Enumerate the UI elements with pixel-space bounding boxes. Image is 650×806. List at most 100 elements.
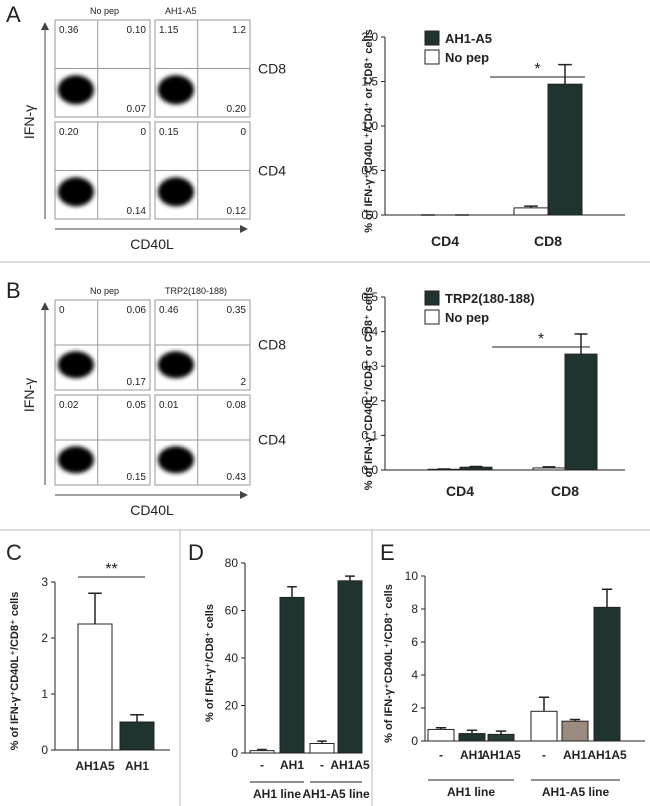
y-tick-label: 0.1 [361,428,378,442]
quadrant-value: 0 [140,127,146,138]
arrow-head [41,302,49,310]
quadrant-value: 1.15 [159,25,179,36]
x-tick-label: AH1A5 [481,748,521,762]
error-bar [130,713,144,722]
event-cloud [57,351,94,379]
event-cloud [157,177,194,207]
x-tick-label: - [542,748,546,762]
arrow-head [240,491,248,499]
panel-label: B [6,278,21,303]
event-cloud [157,351,194,379]
x-tick-label: AH1A5 [587,748,627,762]
error-bar [574,333,588,355]
error-bar [569,718,581,722]
y-tick-label: 80 [225,556,239,570]
y-tick-label: 0.3 [361,359,378,373]
group-label: AH1 line [447,785,495,799]
group-label: AH1-A5 line [302,787,370,801]
y-tick-label: 2.0 [361,30,378,44]
event-cloud [157,75,194,105]
y-axis-label: % of IFN-γ⁺/CD8⁺ cells [204,604,216,722]
error-bar [88,592,102,624]
y-tick-label: 20 [225,699,239,713]
y-tick-label: 1 [41,687,48,701]
y-tick-label: 3 [41,575,48,589]
quadrant-value: 0.02 [59,400,79,411]
y-tick-label: 2 [411,701,418,715]
quadrant-value: 0 [240,127,246,138]
y-tick-label: 0.0 [361,463,378,477]
quadrant-value: 0.20 [227,104,247,115]
error-bar [345,575,355,581]
bar [593,606,621,742]
y-tick-label: 40 [225,651,239,665]
legend-swatch [424,290,440,306]
quadrant-value: 0.36 [59,25,79,36]
y-tick-label: 0 [231,746,238,760]
y-axis-label: % of IFN-γ⁺CD40L⁺/CD8⁺ cells [383,584,395,743]
quadrant-value: 0.35 [227,305,247,316]
bar [119,721,155,751]
legend-label: TRP2(180-188) [445,291,535,306]
quadrant-value: 0.15 [127,472,147,483]
row-label: CD8 [258,60,286,76]
x-tick-label: AH1 [563,748,587,762]
y-tick-label: 0.0 [361,208,378,222]
quadrant-value: 0.46 [159,305,179,316]
legend-swatch [424,49,440,65]
error-bar [495,730,507,735]
legend-label: AH1-A5 [445,31,492,46]
row-label: CD8 [258,337,286,353]
bar [458,733,486,742]
y-tick-label: 0.2 [361,394,378,408]
y-tick-label: 6 [411,635,418,649]
x-tick-label: - [260,758,264,772]
quadrant-value: 0.05 [127,400,147,411]
error-bar [538,696,550,712]
significance-label: * [538,331,544,348]
y-tick-label: 0.5 [361,164,378,178]
bar [564,353,598,471]
bar [427,728,455,742]
y-axis-label: IFN-γ [21,378,37,412]
y-tick-label: 0 [41,743,48,757]
error-bar [287,586,297,598]
quadrant-value: 0.14 [127,206,147,217]
y-axis-label: IFN-γ [21,105,37,139]
arrow-head [41,22,49,30]
y-tick-label: 0 [411,734,418,748]
x-tick-label: AH1A5 [75,759,115,773]
y-tick-label: 1.0 [361,119,378,133]
bar [337,580,363,754]
event-cloud [57,446,94,474]
error-bar [601,588,613,608]
quadrant-value: 0.12 [227,206,247,217]
x-tick-label: CD4 [431,233,459,249]
legend-swatch [424,30,440,46]
bar [279,596,305,754]
error-bar [542,466,556,468]
error-bar [466,729,478,734]
bar [77,623,113,751]
x-axis-label: CD40L [130,502,174,518]
bar [487,733,515,742]
legend-label: No pep [445,50,489,65]
quadrant-value: 0 [59,305,65,316]
event-cloud [57,177,94,207]
quadrant-value: 2 [240,377,246,388]
row-label: CD4 [258,162,286,178]
legend-swatch [424,309,440,325]
panel-label: E [380,540,395,565]
bar [547,83,583,216]
error-bar [257,748,267,751]
quadrant-value: 0.01 [159,400,179,411]
quadrant-value: 0.43 [227,472,247,483]
event-cloud [157,446,194,474]
bar [309,743,335,754]
quadrant-value: 0.10 [127,25,147,36]
panel-label: A [6,2,21,27]
y-tick-label: 10 [405,569,419,583]
error-bar [558,63,572,85]
y-axis-label: % of IFN-γ⁺CD40L⁺/CD4⁺ or CD8⁺ cells [363,29,375,233]
